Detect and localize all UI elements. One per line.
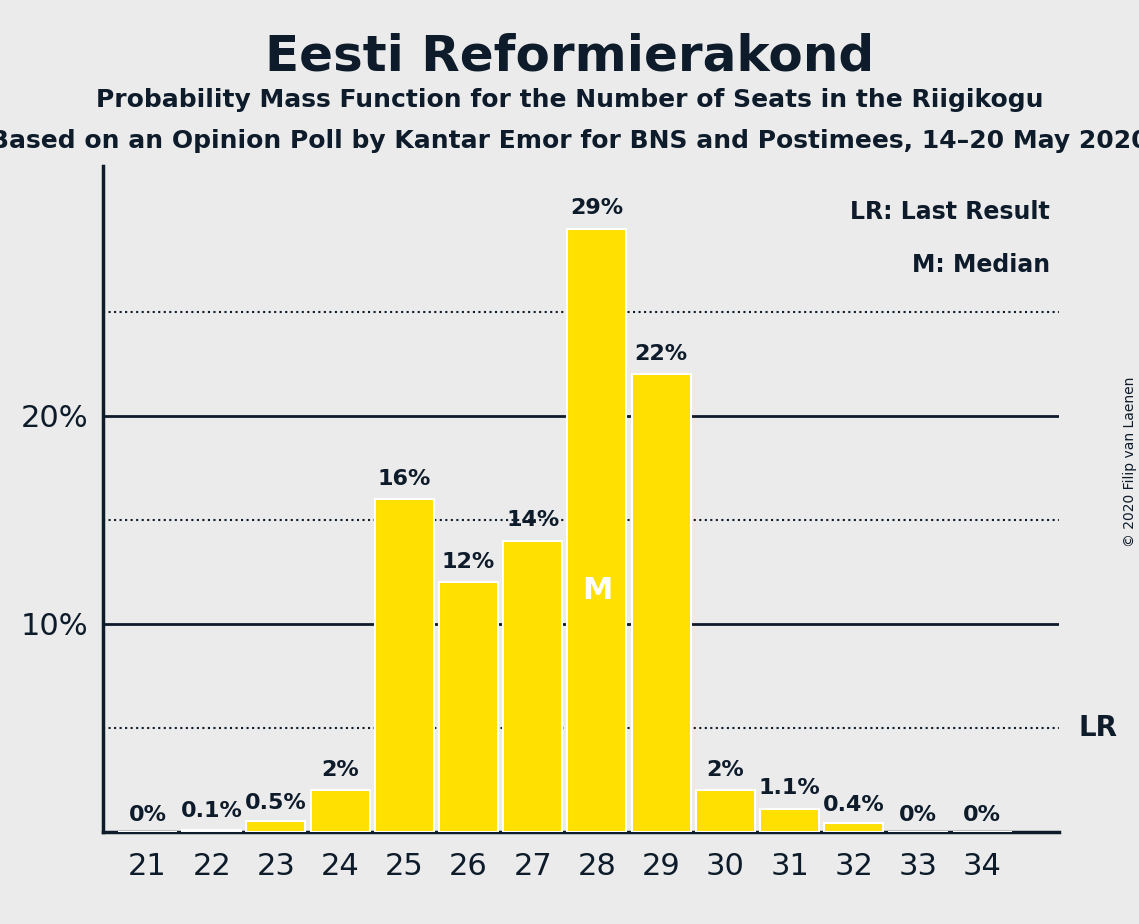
Text: 0%: 0% — [899, 806, 937, 825]
Bar — [246, 821, 305, 832]
Bar — [503, 541, 563, 832]
Text: © 2020 Filip van Laenen: © 2020 Filip van Laenen — [1123, 377, 1137, 547]
Text: 22%: 22% — [634, 344, 688, 364]
Bar — [182, 830, 241, 832]
Bar — [825, 823, 884, 832]
Text: 0.4%: 0.4% — [822, 795, 885, 815]
Text: 0%: 0% — [129, 806, 166, 825]
Text: LR: Last Result: LR: Last Result — [850, 200, 1050, 224]
Bar — [375, 499, 434, 832]
Text: 16%: 16% — [378, 468, 431, 489]
Text: 1.1%: 1.1% — [759, 778, 820, 798]
Bar — [311, 790, 370, 832]
Bar — [760, 808, 819, 832]
Text: 0.1%: 0.1% — [181, 801, 243, 821]
Text: 0%: 0% — [964, 806, 1001, 825]
Text: 14%: 14% — [506, 510, 559, 530]
Bar — [696, 790, 755, 832]
Text: LR: LR — [1079, 713, 1117, 742]
Text: 2%: 2% — [706, 760, 744, 780]
Bar — [632, 374, 690, 832]
Text: Probability Mass Function for the Number of Seats in the Riigikogu: Probability Mass Function for the Number… — [96, 88, 1043, 112]
Text: 2%: 2% — [321, 760, 359, 780]
Text: Eesti Reformierakond: Eesti Reformierakond — [265, 32, 874, 80]
Bar — [567, 229, 626, 832]
Text: M: M — [582, 576, 612, 605]
Text: M: Median: M: Median — [911, 253, 1050, 277]
Text: 29%: 29% — [571, 199, 623, 218]
Text: 0.5%: 0.5% — [245, 793, 306, 813]
Bar — [439, 582, 498, 832]
Text: Based on an Opinion Poll by Kantar Emor for BNS and Postimees, 14–20 May 2020: Based on an Opinion Poll by Kantar Emor … — [0, 129, 1139, 153]
Text: 12%: 12% — [442, 552, 495, 572]
